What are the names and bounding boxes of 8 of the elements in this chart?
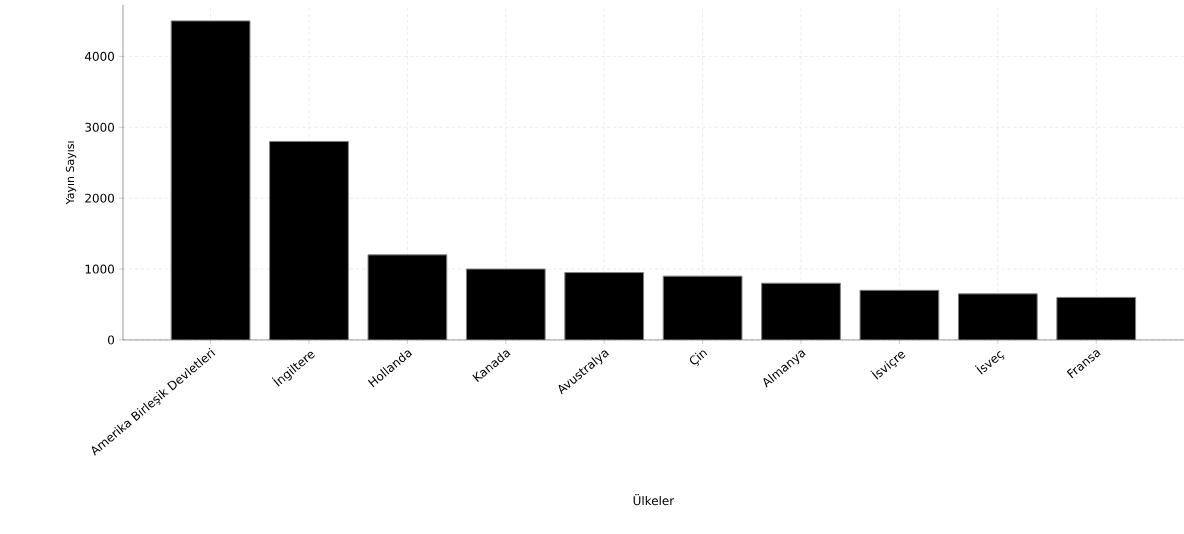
y-tick-label: 1000 <box>85 264 115 274</box>
y-axis-title: Yayın Sayısı <box>65 141 77 205</box>
x-axis-title: Ülkeler <box>633 494 675 506</box>
y-tick-label: 0 <box>107 335 115 345</box>
y-tick-label: 4000 <box>84 51 115 61</box>
y-tick-label: 2000 <box>85 193 115 203</box>
x-tick-label: Çin <box>689 350 708 366</box>
y-tick-label: 3000 <box>85 122 115 132</box>
